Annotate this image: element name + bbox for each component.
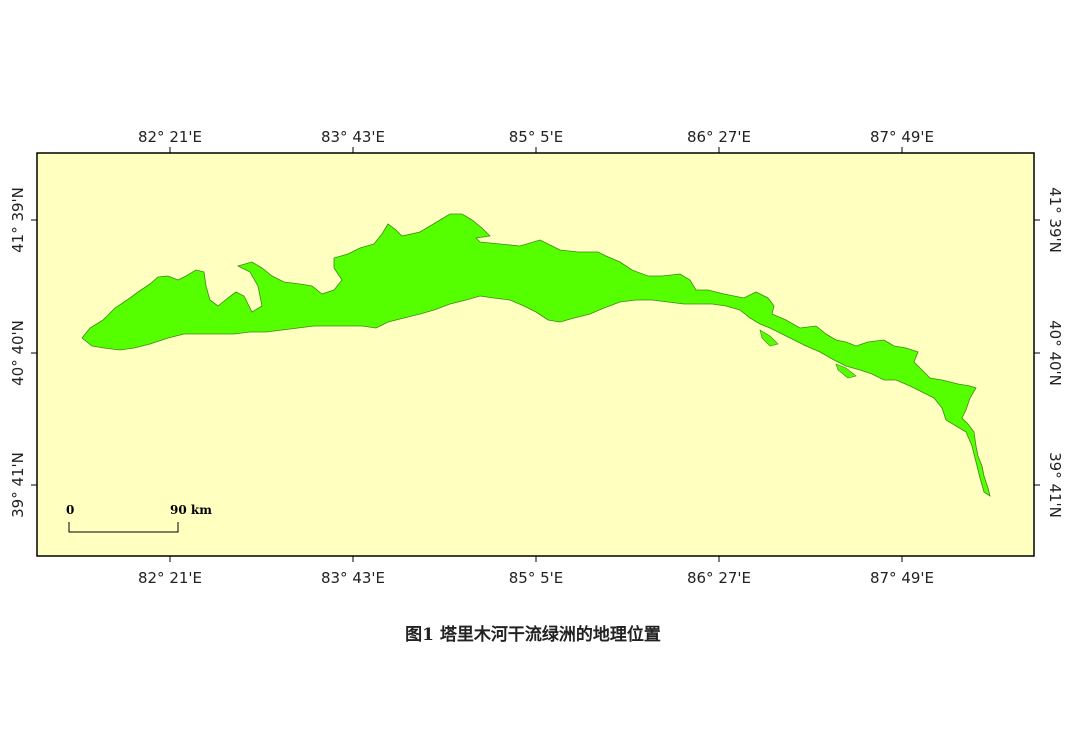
lon-label-bottom: 82° 21'E: [138, 569, 202, 587]
lon-label-top: 82° 21'E: [138, 128, 202, 146]
lat-label-right: 39° 41'N: [1046, 452, 1064, 518]
lat-label-left: 41° 39'N: [9, 187, 27, 253]
lon-label-bottom: 85° 5'E: [509, 569, 564, 587]
lon-label-top: 83° 43'E: [321, 128, 385, 146]
scale-bar: 0 90 km: [66, 503, 212, 533]
scale-bar-end-label: 90 km: [170, 503, 212, 517]
lat-label-right: 41° 39'N: [1046, 187, 1064, 253]
lat-label-left: 39° 41'N: [9, 452, 27, 518]
lon-label-bottom: 83° 43'E: [321, 569, 385, 587]
oasis-fragment: [835, 363, 857, 379]
tick-marks: [31, 147, 1040, 562]
lat-label-left: 40° 40'N: [9, 320, 27, 386]
lon-label-bottom: 86° 27'E: [687, 569, 751, 587]
lon-label-bottom: 87° 49'E: [870, 569, 934, 587]
lat-label-right: 40° 40'N: [1046, 320, 1064, 386]
scale-bar-line: [68, 522, 179, 533]
oasis-fragment: [759, 329, 779, 347]
scale-bar-start-label: 0: [66, 503, 74, 517]
figure-caption: 图1 塔里木河干流绿洲的地理位置: [405, 625, 661, 645]
oasis-region: [81, 213, 991, 497]
lon-label-top: 85° 5'E: [509, 128, 564, 146]
lon-label-top: 87° 49'E: [870, 128, 934, 146]
lon-label-top: 86° 27'E: [687, 128, 751, 146]
